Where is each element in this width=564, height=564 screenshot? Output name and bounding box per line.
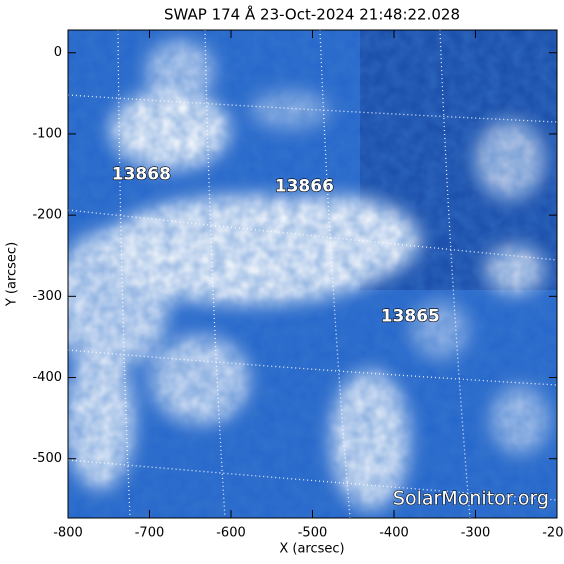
x-tick-label: -700 xyxy=(135,526,165,541)
x-tick-label: -500 xyxy=(298,526,328,541)
x-tick-label: -200 xyxy=(542,526,564,541)
region-label: 13866 xyxy=(275,177,334,197)
x-tick-label: -300 xyxy=(461,526,491,541)
x-tick-label: -800 xyxy=(53,526,83,541)
region-label: 13868 xyxy=(112,165,171,185)
y-tick-label: -500 xyxy=(32,451,62,466)
solar-image xyxy=(68,30,557,518)
y-tick-label: -200 xyxy=(32,208,62,223)
region-label: 13865 xyxy=(381,307,440,327)
y-tick-label: 0 xyxy=(54,45,62,60)
chart-title: SWAP 174 Å 23-Oct-2024 21:48:22.028 xyxy=(164,5,460,24)
y-tick-label: -100 xyxy=(32,126,62,141)
watermark: SolarMonitor.org xyxy=(393,488,549,510)
y-axis-label: Y (arcsec) xyxy=(5,242,20,307)
x-tick-label: -400 xyxy=(379,526,409,541)
x-axis-label: X (arcsec) xyxy=(279,542,344,557)
y-tick-label: -300 xyxy=(32,289,62,304)
y-tick-label: -400 xyxy=(32,370,62,385)
x-tick-label: -600 xyxy=(216,526,246,541)
